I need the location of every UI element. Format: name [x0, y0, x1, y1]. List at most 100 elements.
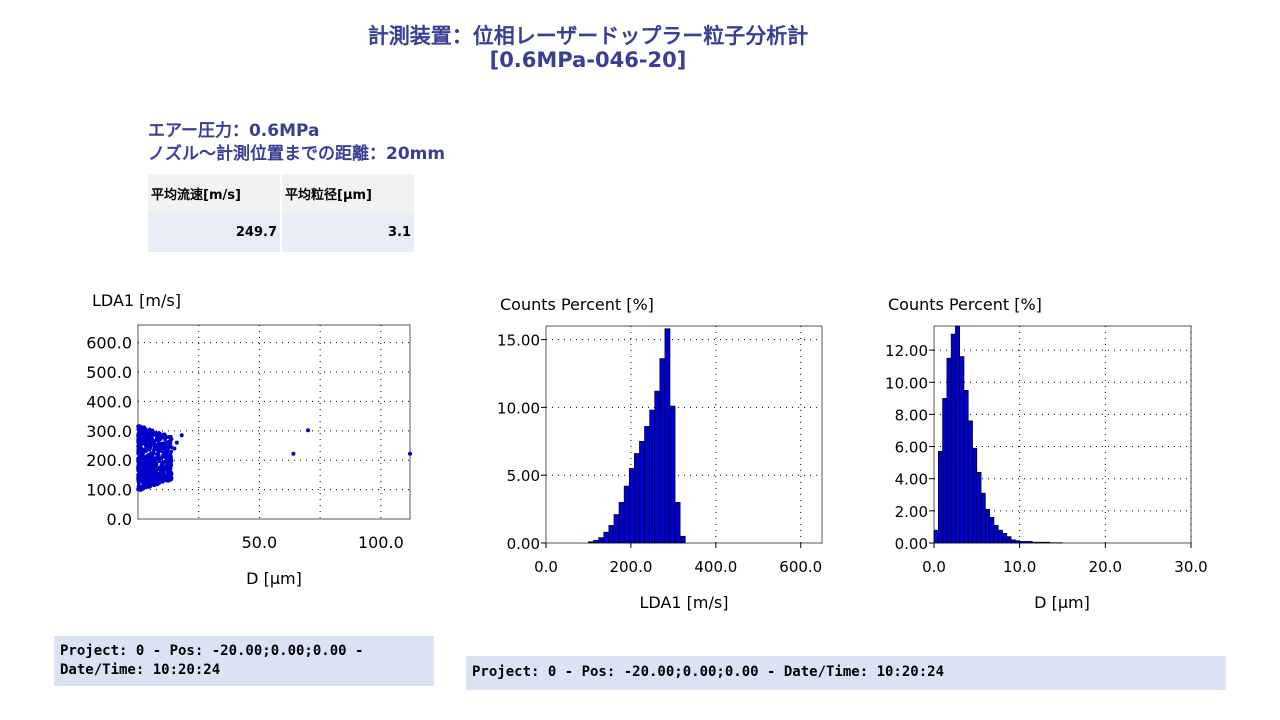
scatter-point — [145, 455, 150, 460]
scatter-point — [166, 476, 171, 480]
scatter-point — [137, 466, 141, 470]
scatter-point — [148, 454, 152, 458]
scatter-point — [145, 484, 149, 488]
histogram-bar — [959, 356, 965, 544]
scatter-point — [148, 451, 153, 456]
scatter-point — [147, 459, 151, 464]
scatter-point — [137, 478, 141, 482]
histogram-bar — [1006, 536, 1012, 544]
scatter-point — [152, 461, 157, 466]
y-tick-label: 200.0 — [86, 451, 132, 470]
scatter-point — [136, 457, 140, 461]
scatter-point — [141, 457, 145, 461]
scatter-point — [165, 448, 170, 452]
x-tick-label: 0.0 — [922, 558, 946, 576]
scatter-point — [150, 469, 154, 474]
scatter-point — [141, 465, 146, 469]
scatter-point — [136, 463, 141, 468]
scatter-point — [136, 475, 141, 480]
scatter-point — [136, 449, 141, 453]
scatter-point — [156, 475, 161, 479]
scatter-point — [154, 468, 158, 472]
scatter-point — [136, 473, 140, 477]
scatter-point — [137, 477, 142, 481]
header-mean-velocity: 平均流速[m/s] — [148, 174, 282, 213]
x-tick-label: 100.0 — [358, 533, 404, 552]
scatter-point — [161, 453, 165, 458]
scatter-point — [144, 436, 149, 440]
scatter-point — [159, 470, 163, 475]
scatter-point — [152, 448, 156, 452]
scatter-point — [148, 454, 153, 458]
scatter-point — [138, 437, 142, 441]
scatter-point — [157, 431, 161, 435]
scatter-point — [155, 466, 160, 471]
scatter-point — [152, 430, 156, 435]
scatter-point — [159, 456, 164, 461]
scatter-point — [144, 454, 149, 458]
scatter-point — [142, 448, 146, 453]
scatter-point — [151, 439, 155, 443]
scatter-point — [151, 442, 156, 446]
scatter-point — [146, 444, 151, 448]
scatter-point — [137, 456, 142, 461]
scatter-point — [144, 454, 148, 459]
scatter-point — [136, 437, 140, 441]
histogram-bar — [588, 541, 594, 544]
scatter-point — [141, 470, 146, 475]
scatter-point — [138, 488, 143, 492]
scatter-point — [144, 428, 148, 433]
scatter-point — [136, 445, 141, 449]
scatter-point — [140, 455, 145, 460]
scatter-point — [168, 463, 173, 468]
histogram-bar — [654, 390, 661, 544]
scatter-point — [161, 474, 165, 478]
scatter-point — [159, 449, 164, 454]
scatter-point — [148, 470, 153, 475]
scatter-point — [148, 463, 152, 468]
scatter-point — [158, 474, 163, 479]
scatter-point — [137, 460, 142, 464]
scatter-point — [151, 465, 156, 470]
scatter-point — [155, 456, 159, 460]
scatter-point — [139, 470, 144, 474]
scatter-point — [147, 480, 151, 484]
scatter-point — [138, 487, 142, 492]
scatter-point — [136, 466, 140, 471]
scatter-point — [152, 483, 157, 488]
scatter-point — [142, 439, 147, 444]
scatter-point — [136, 437, 141, 441]
scatter-point — [165, 446, 170, 451]
scatter-point — [153, 469, 158, 474]
scatter-point — [152, 447, 156, 451]
y-tick-label: 600.0 — [86, 334, 132, 353]
scatter-point — [169, 457, 174, 462]
scatter-point — [137, 484, 141, 489]
histogram-bar — [980, 492, 986, 544]
scatter-point — [139, 439, 143, 444]
scatter-point — [157, 436, 161, 441]
scatter-point — [153, 478, 158, 483]
scatter-point — [142, 428, 147, 433]
scatter-point — [168, 438, 173, 443]
scatter-point — [155, 467, 160, 472]
scatter-point — [143, 461, 148, 465]
scatter-point — [152, 476, 157, 480]
scatter-point — [142, 485, 147, 490]
scatter-point — [136, 444, 140, 448]
scatter-point — [408, 451, 412, 456]
scatter-point — [136, 459, 140, 464]
scatter-point — [147, 453, 152, 457]
scatter-point — [155, 433, 160, 438]
scatter-point — [147, 480, 151, 485]
scatter-point — [137, 456, 142, 461]
y-axis-label: LDA1 [m/s] — [92, 291, 181, 310]
y-tick-label: 0.00 — [895, 535, 928, 553]
scatter-point — [162, 434, 167, 439]
histogram-bar — [669, 405, 676, 544]
scatter-point — [151, 467, 155, 472]
scatter-point — [141, 478, 145, 482]
scatter-point — [139, 426, 144, 431]
scatter-point — [153, 462, 157, 467]
scatter-point — [136, 456, 141, 461]
